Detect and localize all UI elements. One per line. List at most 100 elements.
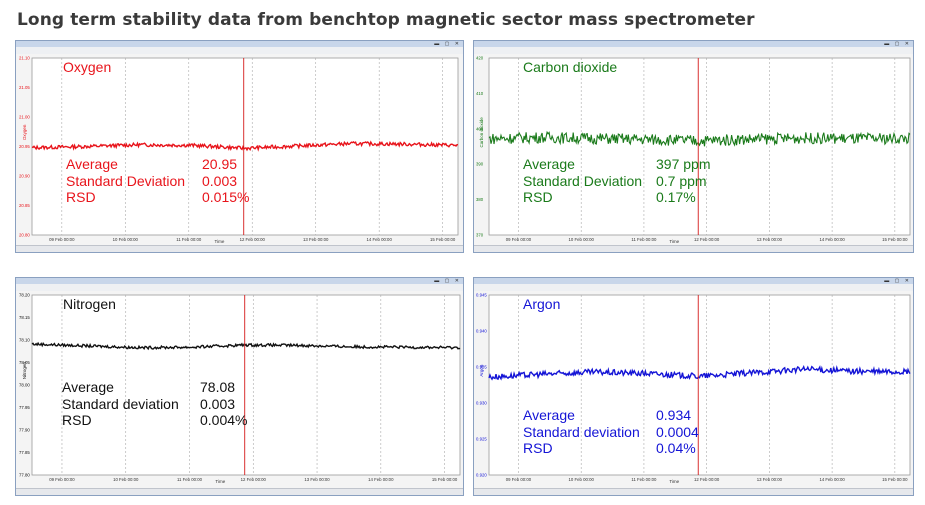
window-toolbar [16, 284, 463, 291]
chart-title: Argon [523, 296, 560, 312]
x-tick-label: 12 Feb 00:00 [694, 477, 720, 482]
x-tick-label: 12 Feb 00:00 [241, 477, 267, 482]
window-titlebar: ▬ ▢ ✕ [16, 278, 463, 284]
x-tick-label: 15 Feb 00:00 [432, 477, 458, 482]
stat-label: RSD [523, 440, 553, 456]
y-axis-label: Oxygen [22, 124, 27, 140]
stat-value: 0.0004 [656, 423, 699, 440]
x-axis-label: Time [669, 239, 679, 244]
stat-value: 0.04% [656, 440, 696, 456]
x-tick-label: 13 Feb 00:00 [303, 237, 329, 242]
x-tick-label: 15 Feb 00:00 [430, 237, 456, 242]
x-tick-label: 09 Feb 00:00 [49, 477, 75, 482]
stat-label: RSD [523, 189, 553, 205]
stat-value: 0.934 [656, 407, 692, 423]
y-tick-label: 0.925 [476, 437, 487, 442]
window-statusbar [16, 488, 463, 495]
y-tick-label: 370 [476, 233, 484, 238]
y-tick-label: 0.945 [476, 293, 487, 298]
window-statusbar [474, 245, 913, 252]
x-tick-label: 11 Feb 00:00 [631, 237, 657, 242]
stat-value: 0.003 [202, 172, 238, 189]
chart-0: 09 Feb 00:00 10 Feb 00:00 11 Feb 00:00 12 F… [19, 56, 459, 244]
plot-area [31, 294, 461, 476]
window-titlebar: ▬ ▢ ✕ [474, 41, 913, 47]
x-tick-label: 12 Feb 00:00 [694, 237, 720, 242]
y-tick-label: 78.15 [19, 315, 30, 320]
x-tick-label: 14 Feb 00:00 [367, 237, 393, 242]
stat-label: RSD [62, 412, 92, 428]
y-tick-label: 0.935 [476, 365, 487, 370]
x-tick-label: 09 Feb 00:00 [49, 237, 75, 242]
y-tick-label: 78.20 [19, 293, 30, 298]
stat-label: Standard deviation [62, 395, 179, 412]
stat-value: 78.08 [200, 379, 236, 395]
x-tick-label: 14 Feb 00:00 [368, 477, 394, 482]
stat-label: Average [523, 407, 575, 423]
chart-title: Oxygen [63, 59, 111, 75]
y-tick-label: 20.85 [19, 203, 30, 208]
stat-value: 397 ppm [656, 156, 711, 172]
window-controls[interactable]: ▬ ▢ ✕ [884, 41, 911, 47]
stat-label: Standard Deviation [66, 172, 186, 189]
x-tick-label: 09 Feb 00:00 [506, 237, 532, 242]
y-tick-label: 77.85 [19, 450, 30, 455]
chart-title: Nitrogen [63, 296, 116, 312]
x-tick-label: 15 Feb 00:00 [882, 477, 908, 482]
chart-1: 09 Feb 00:00 10 Feb 00:00 11 Feb 00:00 12 F… [476, 56, 911, 244]
y-tick-label: 77.95 [19, 405, 30, 410]
stat-label: Standard deviation [523, 423, 640, 440]
x-tick-label: 13 Feb 00:00 [757, 477, 783, 482]
x-tick-label: 10 Feb 00:00 [113, 237, 139, 242]
x-tick-label: 14 Feb 00:00 [819, 237, 845, 242]
window-toolbar [474, 284, 913, 291]
series-line [31, 140, 458, 152]
chart-3: 09 Feb 00:00 10 Feb 00:00 11 Feb 00:00 12 F… [476, 293, 911, 484]
x-tick-label: 11 Feb 00:00 [176, 237, 202, 242]
y-tick-label: 77.80 [19, 473, 30, 478]
stat-value: 0.17% [656, 189, 696, 205]
y-tick-label: 380 [476, 197, 484, 202]
stat-label: Standard Deviation [523, 172, 643, 189]
x-axis-label: Time [215, 239, 225, 244]
y-tick-label: 20.90 [19, 174, 30, 179]
stat-value: 0.015% [202, 189, 250, 205]
window-controls[interactable]: ▬ ▢ ✕ [434, 41, 461, 47]
window-toolbar [474, 47, 913, 54]
y-tick-label: 390 [476, 162, 484, 167]
x-axis-label: Time [215, 479, 225, 484]
chart-title: Carbon dioxide [523, 59, 617, 75]
x-tick-label: 11 Feb 00:00 [177, 477, 203, 482]
window-controls[interactable]: ▬ ▢ ✕ [884, 278, 911, 284]
y-tick-label: 420 [476, 56, 484, 61]
x-tick-label: 11 Feb 00:00 [631, 477, 657, 482]
x-tick-label: 15 Feb 00:00 [882, 237, 908, 242]
x-tick-label: 13 Feb 00:00 [304, 477, 330, 482]
x-tick-label: 09 Feb 00:00 [506, 477, 532, 482]
y-tick-label: 78.05 [19, 360, 30, 365]
y-tick-label: 78.10 [19, 338, 30, 343]
window-statusbar [474, 488, 913, 495]
y-tick-label: 78.00 [19, 383, 30, 388]
series-line [31, 341, 461, 351]
x-axis-label: Time [669, 479, 679, 484]
y-axis-label: Argon [479, 364, 484, 377]
x-tick-label: 10 Feb 00:00 [569, 237, 595, 242]
chart-2: 09 Feb 00:00 10 Feb 00:00 11 Feb 00:00 12 F… [19, 293, 461, 484]
y-tick-label: 0.930 [476, 401, 487, 406]
x-tick-label: 10 Feb 00:00 [569, 477, 595, 482]
series-line [488, 130, 911, 147]
page-title: Long term stability data from benchtop m… [17, 10, 755, 30]
y-tick-label: 20.95 [19, 144, 30, 149]
stat-label: Average [66, 156, 118, 172]
x-tick-label: 14 Feb 00:00 [819, 477, 845, 482]
stat-label: Average [62, 379, 114, 395]
window-statusbar [16, 245, 463, 252]
y-tick-label: 0.940 [476, 329, 487, 334]
y-axis-label: Nitrogen [22, 362, 27, 380]
y-tick-label: 410 [476, 91, 484, 96]
y-tick-label: 21.00 [19, 115, 30, 120]
y-tick-label: 400 [476, 126, 484, 131]
window-controls[interactable]: ▬ ▢ ✕ [434, 278, 461, 284]
